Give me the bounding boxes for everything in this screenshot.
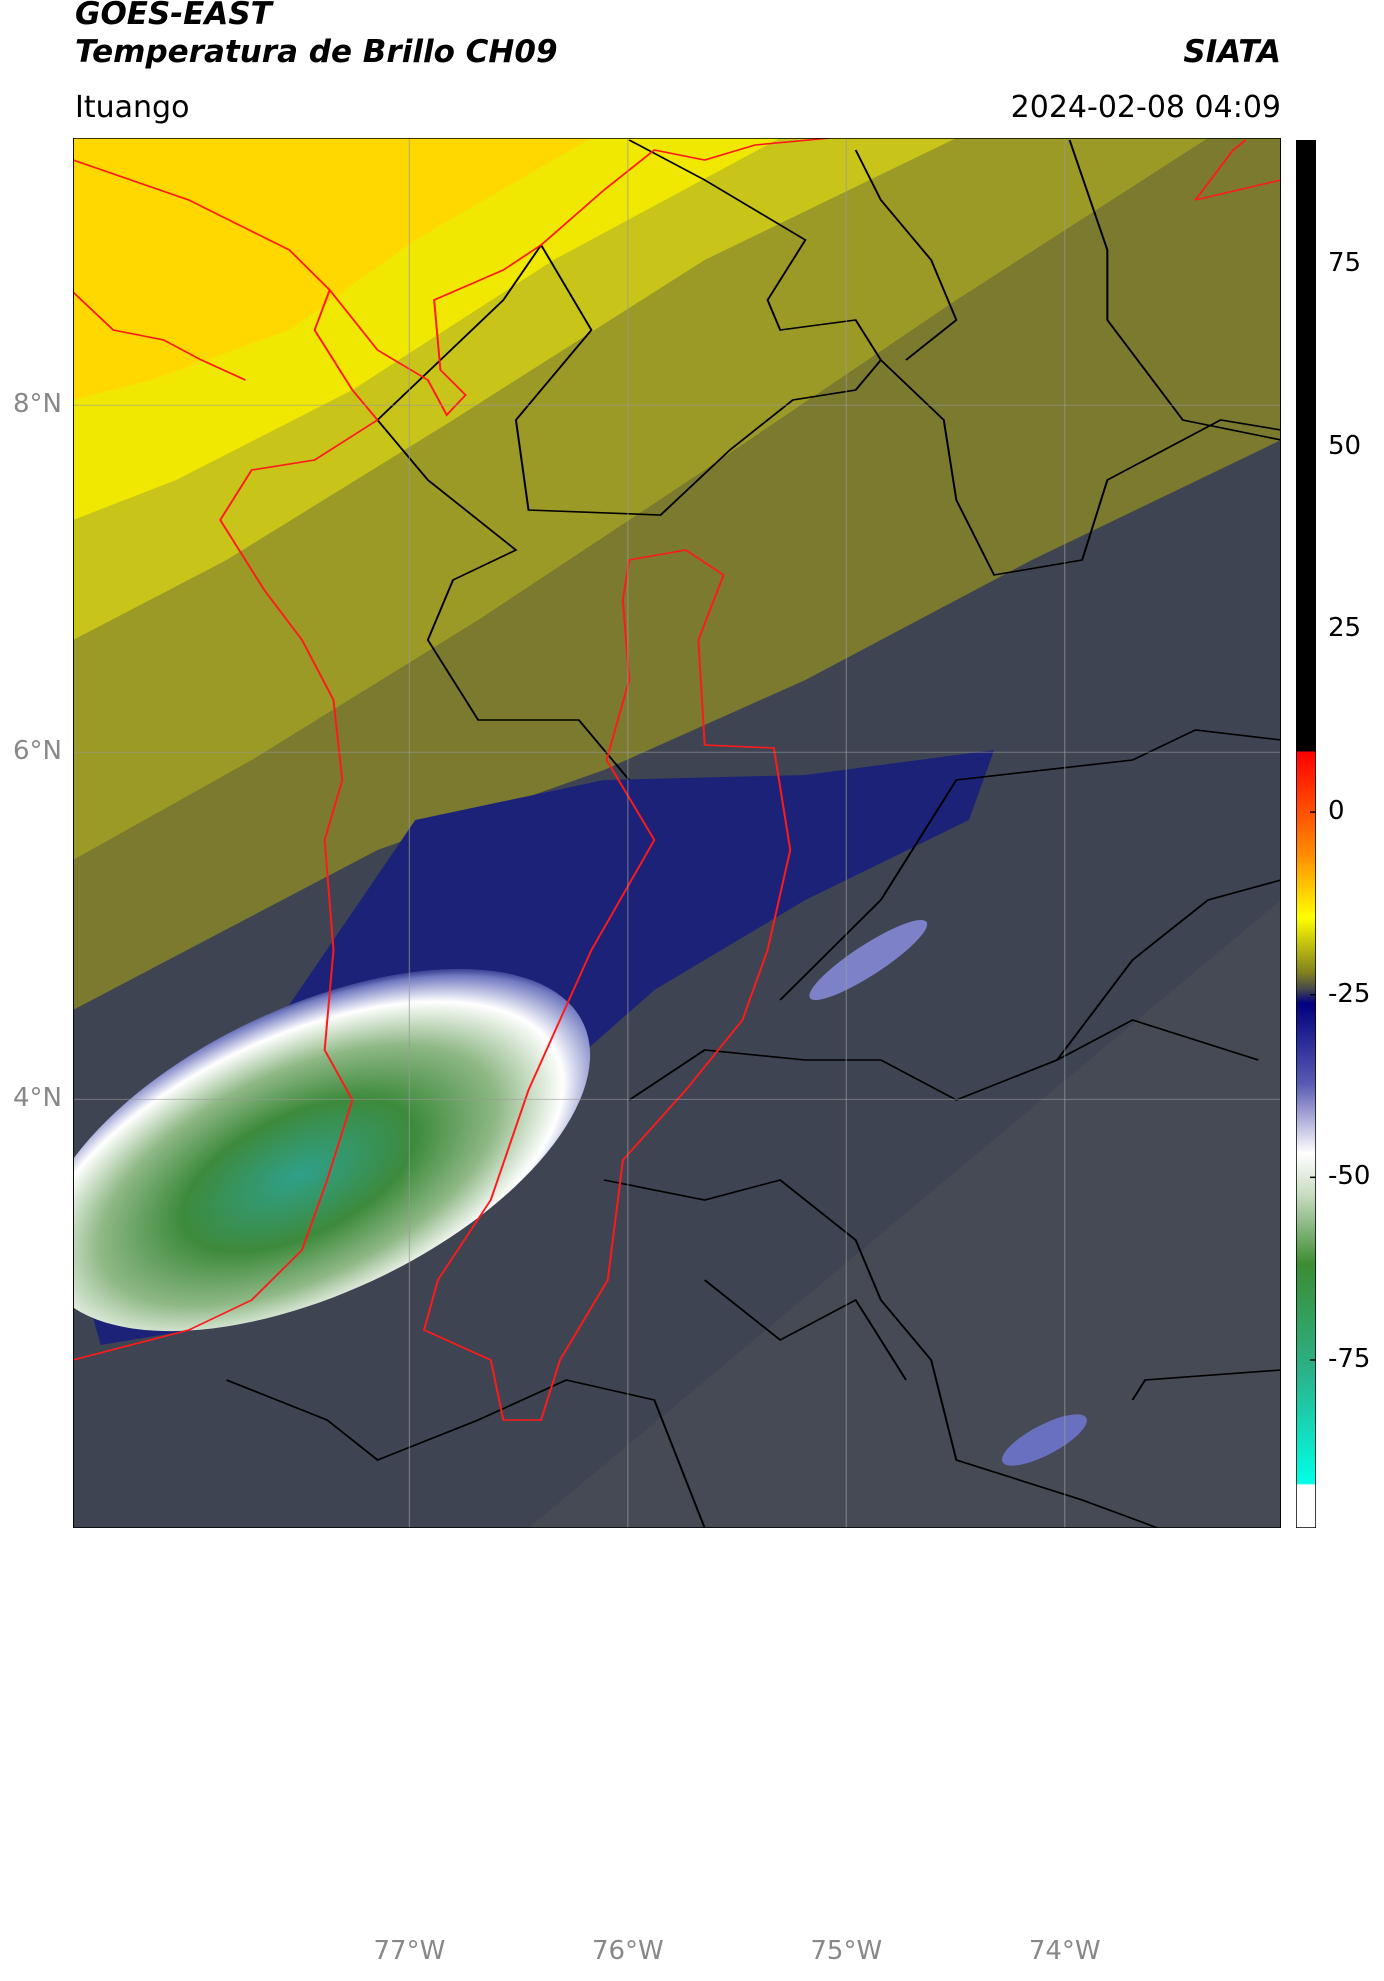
colorbar (1296, 140, 1316, 1528)
cloud-field (73, 138, 592, 400)
cold-cloud (809, 919, 928, 1001)
y-tick-label: 6°N (13, 736, 62, 767)
brand: SIATA (1183, 34, 1281, 70)
cloud-field (528, 900, 1281, 1528)
x-tick-label: 75°W (810, 1936, 883, 1966)
colorbar-label: 50 (1328, 430, 1362, 461)
colorbar-label: -75 (1328, 1343, 1371, 1374)
grid (73, 138, 1281, 1528)
map (73, 138, 1281, 1528)
subtitle: Temperatura de Brillo CH09 (75, 34, 558, 70)
colorbar-label: 75 (1328, 248, 1362, 279)
colorbar-label: -25 (1328, 978, 1371, 1009)
x-tick-label: 77°W (373, 1936, 446, 1966)
colorbar-label: 25 (1328, 613, 1362, 644)
convective-core (73, 968, 591, 1332)
x-tick-label: 76°W (591, 1936, 664, 1966)
colorbar-scale (1296, 140, 1316, 1528)
title: GOES-EAST (75, 0, 272, 32)
y-tick-label: 8°N (13, 389, 62, 420)
colorbar-label: -50 (1328, 1161, 1371, 1192)
datetime: 2024-02-08 04:09 (1010, 90, 1281, 125)
location: Ituango (75, 90, 190, 125)
outlines (73, 138, 1281, 1421)
cold-cloud (1001, 1414, 1087, 1466)
x-tick-label: 74°W (1028, 1936, 1101, 1966)
colorbar-label: 0 (1328, 796, 1345, 827)
y-tick-label: 4°N (13, 1083, 62, 1114)
boundaries (226, 139, 1281, 1528)
